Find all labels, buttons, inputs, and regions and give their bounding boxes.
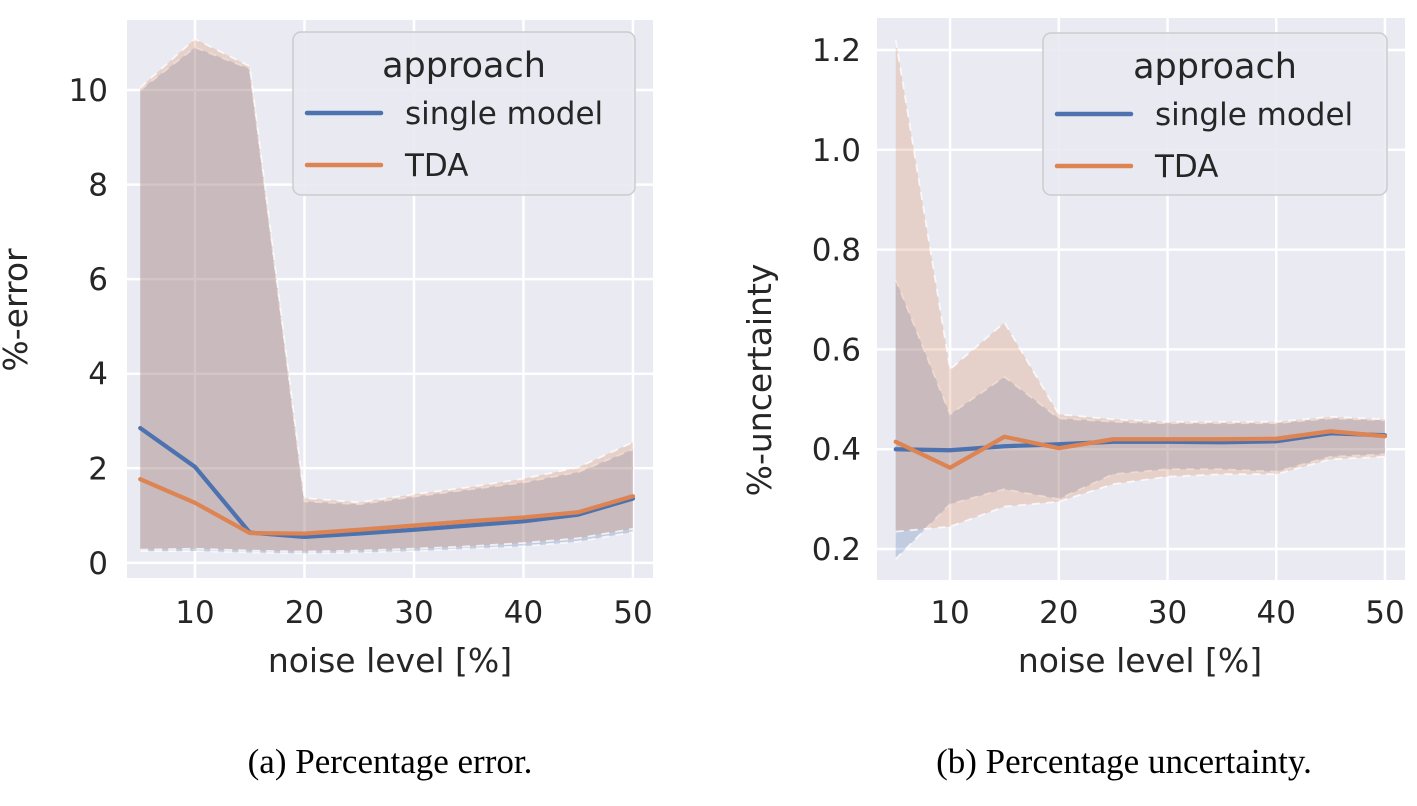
y-tick-label: 0.6 — [812, 332, 861, 368]
legend-box — [1042, 32, 1388, 196]
y-tick-label: 2 — [88, 451, 108, 487]
series-line-tda — [893, 429, 1388, 470]
legend-box — [292, 31, 636, 196]
x-tick-label: 50 — [1365, 595, 1404, 631]
caption-b: (b) Percentage uncertainty. — [936, 742, 1312, 781]
series-line-single-model — [138, 425, 636, 539]
legend-entry-label-tda: TDA — [1154, 149, 1218, 185]
series-line-tda — [138, 477, 636, 536]
y-tick-label: 0.2 — [812, 532, 861, 568]
x-tick-label: 30 — [1148, 595, 1187, 631]
x-axis-label: noise level [%] — [268, 641, 512, 680]
confidence-band-tda — [140, 38, 633, 552]
legend-title: approach — [1133, 47, 1297, 87]
x-tick-label: 20 — [285, 595, 324, 631]
band-edge-high-single-model — [139, 46, 634, 506]
series-line-single-model — [893, 431, 1388, 453]
y-tick-label: 1.2 — [812, 33, 861, 69]
x-tick-label: 40 — [504, 595, 543, 631]
y-axis-label: %-uncertainty — [740, 264, 779, 497]
band-edge-high-tda — [894, 39, 1386, 423]
y-tick-label: 8 — [88, 168, 108, 204]
y-axis-label: %-error — [0, 248, 35, 372]
subfigure-a: 10 20 30 40 50 0 2 4 6 8 10 noise level [%] %-error a… — [0, 0, 708, 806]
confidence-band-single-model — [895, 279, 1385, 560]
legend-entry-label-single-model: single model — [405, 96, 603, 132]
x-tick-label: 50 — [613, 595, 652, 631]
legend-entry-label-tda: TDA — [404, 148, 468, 184]
x-tick-label: 30 — [394, 595, 433, 631]
x-tick-label: 10 — [175, 595, 214, 631]
y-tick-label: 1.0 — [812, 133, 861, 169]
chart-percentage-error: 10 20 30 40 50 0 2 4 6 8 10 noise level [%] %-error a… — [0, 20, 653, 680]
band-edge-low-tda — [140, 527, 634, 553]
band-edge-low-single-model — [140, 531, 634, 555]
band-edge-low-single-model — [895, 453, 1386, 560]
legend-entry-label-single-model: single model — [1155, 97, 1353, 133]
subfigure-b: 10 20 30 40 50 0.2 0.4 0.6 0.8 1.0 1.2 noise level … — [709, 0, 1417, 806]
y-tick-label: 0 — [88, 546, 108, 582]
x-tick-label: 20 — [1039, 595, 1078, 631]
legend-title: approach — [382, 46, 546, 86]
band-edge-high-tda — [139, 37, 634, 504]
y-tick-label: 6 — [88, 262, 108, 298]
y-tick-label: 10 — [69, 73, 108, 109]
caption-a: (a) Percentage error. — [247, 742, 533, 781]
y-tick-label: 0.8 — [812, 233, 861, 269]
confidence-band-single-model — [140, 47, 633, 554]
x-tick-label: 10 — [930, 595, 969, 631]
y-tick-label: 0.4 — [812, 432, 861, 468]
y-tick-label: 4 — [88, 357, 108, 393]
x-tick-label: 40 — [1257, 595, 1296, 631]
band-edge-high-single-model — [894, 279, 1386, 425]
chart-percentage-uncertainty: 10 20 30 40 50 0.2 0.4 0.6 0.8 1.0 1.2 noise level … — [740, 18, 1405, 680]
x-axis-label: noise level [%] — [1018, 641, 1262, 680]
confidence-band-tda — [895, 39, 1385, 532]
